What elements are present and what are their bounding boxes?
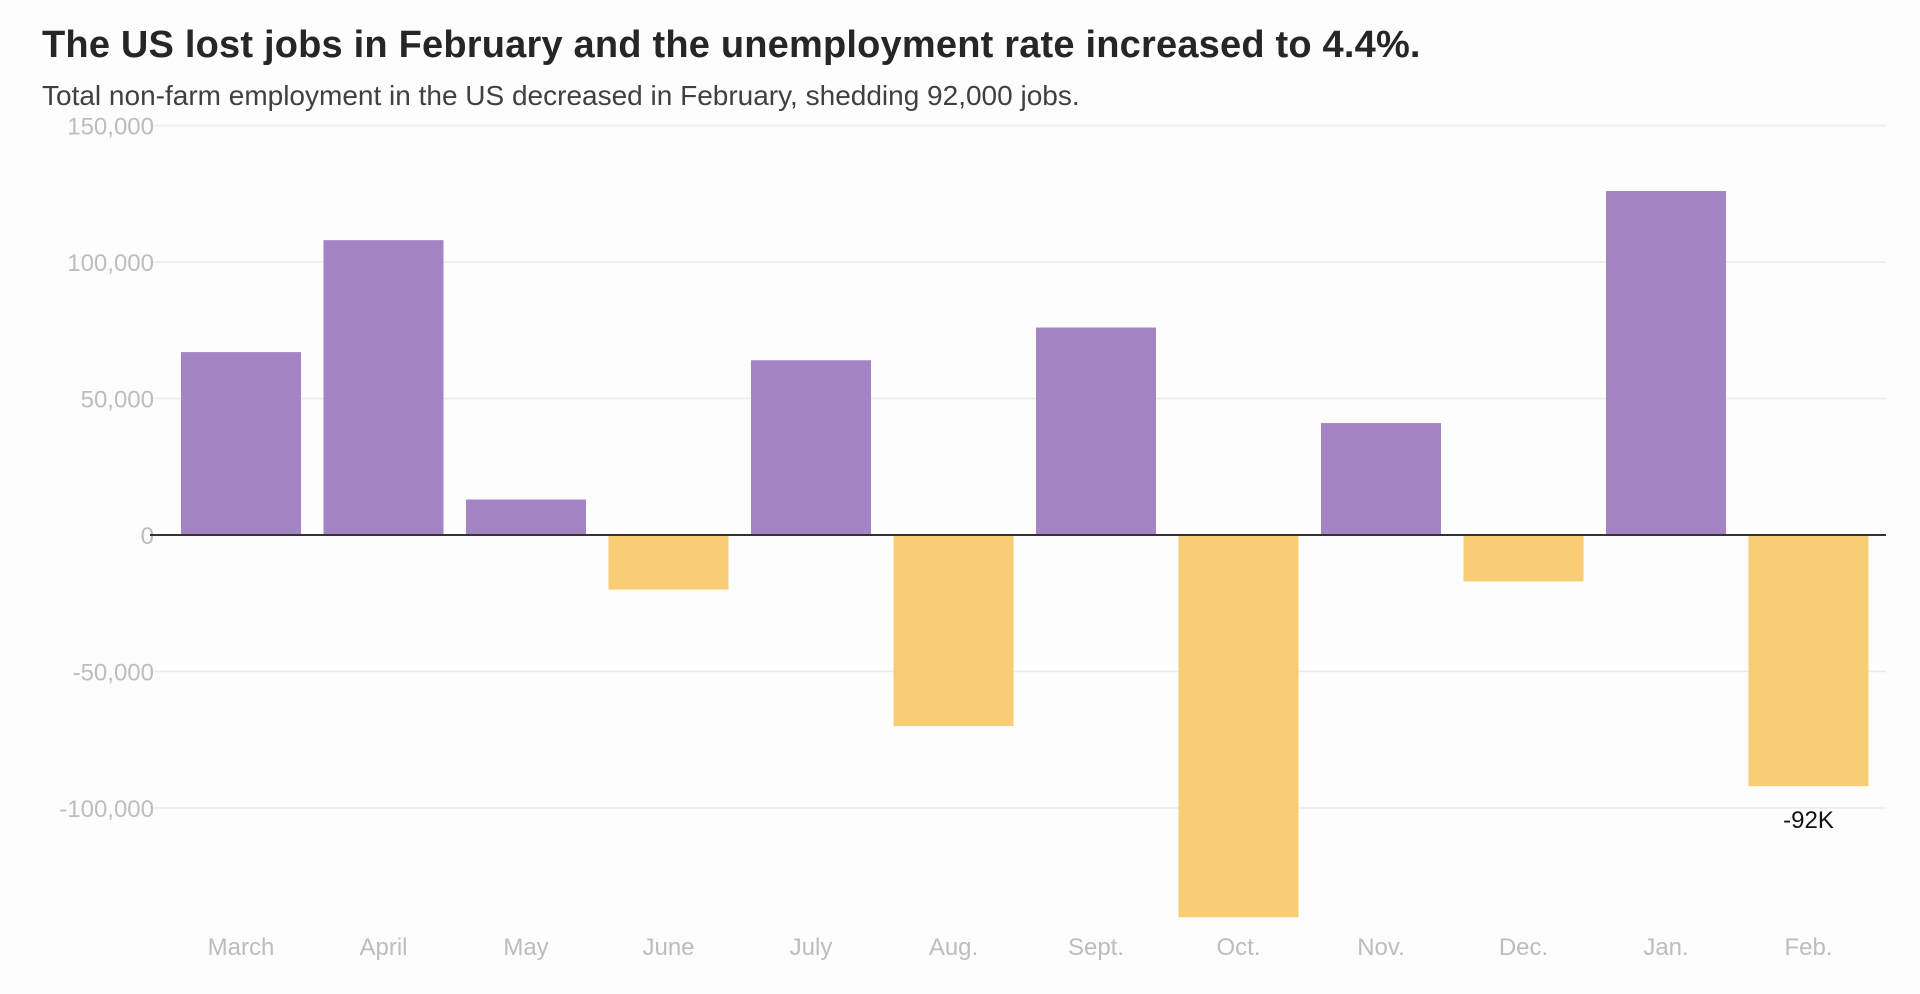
bar-dec: [1463, 535, 1584, 582]
x-tick-label: April: [359, 934, 407, 961]
x-tick-label: Feb.: [1784, 934, 1832, 961]
bar-aug: [893, 535, 1014, 727]
bar-sept: [1036, 327, 1156, 535]
bar-june: [608, 535, 729, 590]
x-tick-label: Sept.: [1068, 934, 1124, 961]
x-tick-label: March: [208, 934, 275, 961]
bar-may: [466, 499, 586, 535]
x-tick-label: Nov.: [1357, 934, 1405, 961]
bar-nov: [1321, 423, 1441, 535]
x-tick-label: Jan.: [1643, 934, 1688, 961]
bar-feb: [1748, 535, 1869, 787]
chart-subtitle: Total non-farm employment in the US decr…: [42, 80, 1080, 111]
x-tick-label: May: [503, 934, 548, 961]
y-tick-label: 0: [141, 523, 154, 550]
y-tick-label: 50,000: [81, 387, 154, 414]
y-tick-label: 150,000: [67, 114, 154, 141]
x-tick-label: June: [642, 934, 694, 961]
data-label: -92K: [1783, 807, 1834, 834]
bar-oct: [1178, 535, 1299, 918]
y-tick-label: 100,000: [67, 250, 154, 277]
chart-title: The US lost jobs in February and the une…: [42, 24, 1421, 66]
bar-april: [323, 240, 444, 535]
y-tick-label: -100,000: [59, 796, 154, 823]
x-tick-label: Aug.: [929, 934, 978, 961]
bar-march: [181, 352, 301, 535]
x-tick-label: Dec.: [1499, 934, 1548, 961]
bar-july: [751, 360, 871, 535]
x-tick-label: July: [790, 934, 833, 961]
bar-jan: [1606, 191, 1726, 535]
y-tick-label: -50,000: [73, 660, 154, 687]
x-tick-label: Oct.: [1216, 934, 1260, 961]
